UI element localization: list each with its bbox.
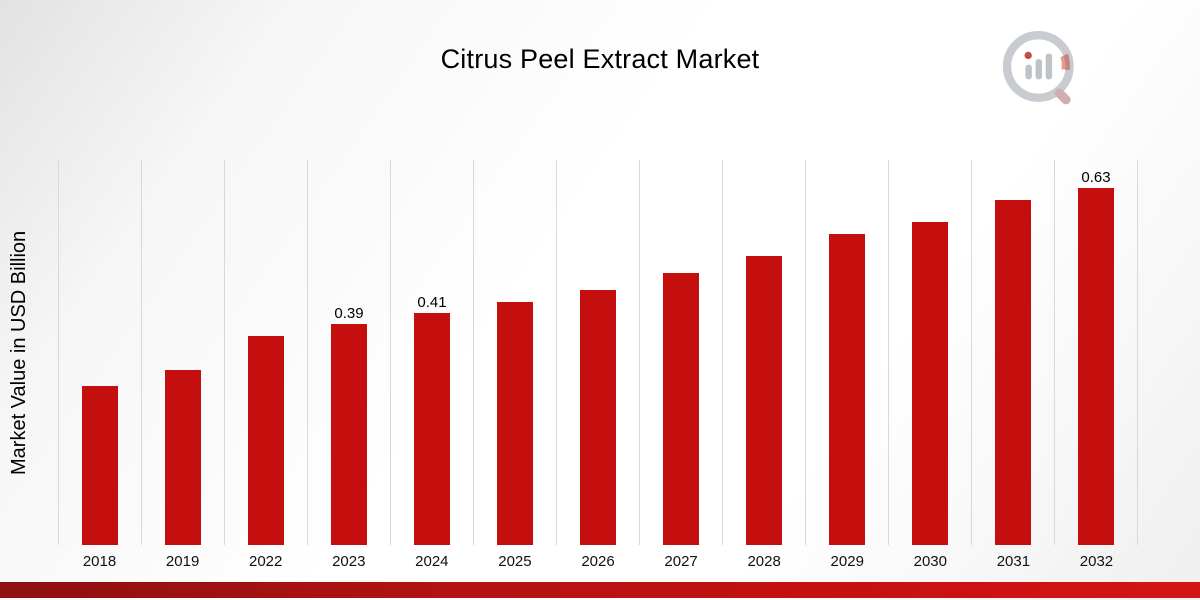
bar-2023 (331, 324, 367, 545)
x-tick-label: 2027 (664, 553, 698, 570)
logo-ring (1002, 31, 1074, 102)
bar-value-label: 0.41 (417, 293, 447, 311)
chart-column (141, 160, 224, 545)
x-axis-row: 2018 2019 2022 2023 2024 2025 2026 2027 2028 2029… (58, 553, 1138, 570)
plot-area: 0.39 0.41 0.63 (58, 160, 1138, 545)
bar-2028 (746, 256, 782, 545)
bar-2019 (165, 369, 201, 545)
bar-2030 (912, 222, 948, 545)
x-tick-label: 2031 (996, 553, 1031, 570)
chart-title: Citrus Peel Extract Market (440, 44, 760, 74)
bar-2026 (580, 290, 616, 545)
x-tick-label: 2022 (249, 553, 283, 570)
chart-column (556, 160, 639, 545)
bar-2024 (414, 312, 450, 545)
chart-column: 0.39 (307, 160, 390, 545)
chart-column: 0.63 (1054, 160, 1137, 545)
chart-column (224, 160, 307, 545)
logo-bar-3 (1045, 53, 1053, 80)
x-tick-label: 2025 (498, 553, 532, 570)
x-tick-label: 2026 (581, 553, 615, 570)
plot-wrap: 0.39 0.41 0.63 2018 2019 2022 2023 2024 2025 202… (58, 160, 1138, 570)
bar-value-label: 0.63 (1081, 169, 1111, 187)
chart-column (888, 160, 971, 545)
x-tick-label: 2030 (913, 553, 947, 570)
x-tick-label: 2018 (82, 553, 117, 570)
bar-2031 (995, 199, 1031, 545)
chart-column (971, 160, 1054, 545)
bar-2029 (829, 233, 865, 545)
chart-column: 0.41 (390, 160, 473, 545)
logo-bar-2 (1035, 59, 1042, 80)
market-research-future-logo (1002, 31, 1074, 105)
x-tick-label: 2029 (830, 553, 864, 570)
chart-column (58, 160, 141, 545)
bar-value-label: 0.39 (334, 305, 364, 323)
y-axis-label: Market Value in USD Billion (8, 230, 30, 475)
x-tick-label: 2024 (415, 553, 449, 570)
bar-2022 (248, 335, 284, 545)
bar-2027 (663, 273, 699, 545)
logo-red-crescent (1060, 53, 1070, 71)
chart-column (722, 160, 805, 545)
bar-2025 (497, 301, 533, 545)
logo-magnifier-handle (1054, 88, 1071, 105)
x-tick-label: 2032 (1079, 553, 1114, 570)
chart-column (473, 160, 556, 545)
chart-column (805, 160, 888, 545)
bar-2018 (82, 386, 118, 545)
x-tick-label: 2023 (332, 553, 366, 570)
bottom-ribbon (0, 582, 1200, 598)
logo-red-dot (1024, 51, 1032, 60)
x-tick-label: 2028 (747, 553, 781, 570)
bar-2032 (1078, 188, 1114, 545)
chart-column (639, 160, 722, 545)
x-tick-label: 2019 (165, 553, 200, 570)
logo-bar-1 (1025, 64, 1032, 80)
